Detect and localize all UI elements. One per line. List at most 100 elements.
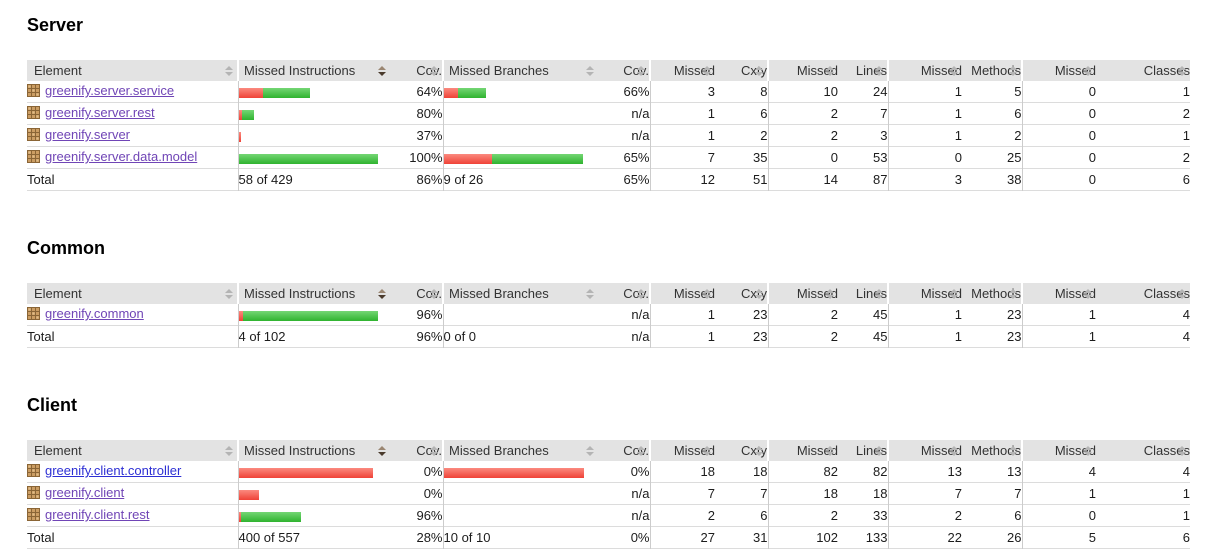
column-header-missed-instructions[interactable]: Missed Instructions bbox=[237, 283, 390, 304]
column-header-missed[interactable]: Missed bbox=[1021, 60, 1096, 81]
column-header-lines[interactable]: Lines bbox=[838, 60, 888, 81]
column-header-label: Missed Instructions bbox=[244, 286, 356, 301]
counter-cell: 18 bbox=[873, 486, 888, 501]
missed-branches-bar-cell bbox=[442, 461, 598, 483]
column-header-element[interactable]: Element bbox=[27, 440, 238, 461]
column-header-cxty[interactable]: Cxty bbox=[715, 283, 768, 304]
column-header-cov-[interactable]: Cov. bbox=[390, 60, 443, 81]
column-header-element[interactable]: Element bbox=[27, 60, 238, 81]
column-header-cov-[interactable]: Cov. bbox=[390, 440, 443, 461]
counter-cell: 1 bbox=[1182, 486, 1190, 501]
column-header-cov-[interactable]: Cov. bbox=[390, 283, 443, 304]
coverage-bar bbox=[239, 489, 259, 500]
package-link[interactable]: greenify.client bbox=[45, 485, 125, 500]
package-link[interactable]: greenify.server.rest bbox=[45, 105, 155, 120]
counter-cell: 45 bbox=[873, 307, 888, 322]
sort-icon bbox=[755, 288, 763, 299]
package-link[interactable]: greenify.common bbox=[45, 306, 144, 321]
column-header-methods[interactable]: Methods bbox=[962, 60, 1022, 81]
total-counter-cell: 1 bbox=[887, 325, 962, 348]
column-header-missed-branches[interactable]: Missed Branches bbox=[442, 60, 598, 81]
sort-up-arrow-icon bbox=[1009, 65, 1017, 70]
header-row: Element Missed Instructions Cov. Missed Bra… bbox=[27, 440, 1190, 461]
sort-down-arrow-icon bbox=[755, 451, 763, 456]
package-link[interactable]: greenify.server.data.model bbox=[45, 149, 198, 164]
sort-icon bbox=[430, 65, 438, 76]
sort-icon bbox=[1178, 445, 1186, 456]
package-link[interactable]: greenify.client.controller bbox=[45, 463, 182, 478]
sort-down-arrow-icon bbox=[378, 451, 386, 456]
package-link[interactable]: greenify.server.service bbox=[45, 83, 175, 98]
sort-down-arrow-icon bbox=[378, 71, 386, 76]
sort-icon bbox=[703, 65, 711, 76]
column-header-element[interactable]: Element bbox=[27, 283, 238, 304]
column-header-lines[interactable]: Lines bbox=[838, 440, 888, 461]
element-cell: greenify.server.rest bbox=[27, 103, 238, 125]
column-header-lines[interactable]: Lines bbox=[838, 283, 888, 304]
sort-desc-icon bbox=[378, 65, 386, 76]
counter-cell: 1 bbox=[649, 304, 715, 326]
package-icon bbox=[27, 150, 40, 166]
counter-cell: 4 bbox=[1021, 461, 1096, 483]
sort-down-arrow-icon bbox=[875, 71, 883, 76]
counter-cell: 0 bbox=[1021, 124, 1096, 147]
counter-cell: 2 bbox=[760, 128, 768, 143]
column-header-missed[interactable]: Missed bbox=[887, 283, 962, 304]
column-header-missed[interactable]: Missed bbox=[887, 440, 962, 461]
sort-down-arrow-icon bbox=[950, 451, 958, 456]
counter-cell: 1 bbox=[1182, 84, 1190, 99]
coverage-bar bbox=[444, 467, 584, 478]
table-row: greenify.client.rest 96% n/a 2 6 2 33 2 6 0 1 bbox=[27, 504, 1190, 527]
branch-coverage-cell: 65% bbox=[623, 150, 650, 165]
counter-cell: 7 bbox=[880, 106, 888, 121]
counter-cell: 7 bbox=[649, 146, 715, 169]
column-header-label: Missed Branches bbox=[449, 443, 549, 458]
covered-bar-segment bbox=[239, 153, 378, 164]
counter-cell: 23 bbox=[1007, 307, 1022, 322]
column-header-classes[interactable]: Classes bbox=[1096, 283, 1190, 304]
column-header-missed[interactable]: Missed bbox=[1021, 440, 1096, 461]
section-title: Client bbox=[27, 395, 78, 415]
column-header-cxty[interactable]: Cxty bbox=[715, 440, 768, 461]
column-header-missed[interactable]: Missed bbox=[1021, 283, 1096, 304]
column-header-classes[interactable]: Classes bbox=[1096, 60, 1190, 81]
element-cell: greenify.client bbox=[27, 483, 238, 505]
sort-up-arrow-icon bbox=[875, 445, 883, 450]
column-header-cxty[interactable]: Cxty bbox=[715, 60, 768, 81]
sort-icon bbox=[637, 445, 645, 456]
column-header-cov-[interactable]: Cov. bbox=[598, 440, 650, 461]
column-header-methods[interactable]: Methods bbox=[962, 440, 1022, 461]
missed-instructions-bar-cell bbox=[237, 304, 390, 326]
total-counter-cell: 1 bbox=[649, 325, 715, 348]
sort-up-arrow-icon bbox=[950, 445, 958, 450]
coverage-bar bbox=[239, 467, 373, 478]
column-header-cov-[interactable]: Cov. bbox=[598, 283, 650, 304]
column-header-missed-branches[interactable]: Missed Branches bbox=[442, 440, 598, 461]
column-header-missed[interactable]: Missed bbox=[767, 440, 838, 461]
column-header-missed[interactable]: Missed bbox=[767, 60, 838, 81]
package-link[interactable]: greenify.server bbox=[45, 127, 131, 142]
sort-up-arrow-icon bbox=[225, 65, 233, 70]
total-counter-cell: 23 bbox=[1007, 329, 1022, 344]
sort-up-arrow-icon bbox=[755, 445, 763, 450]
column-header-missed[interactable]: Missed bbox=[649, 440, 715, 461]
counter-cell: 2 bbox=[1014, 128, 1022, 143]
table-row: greenify.server.data.model 100% 65% 7 35 0 53 0… bbox=[27, 146, 1190, 169]
package-link[interactable]: greenify.client.rest bbox=[45, 507, 150, 522]
column-header-missed[interactable]: Missed bbox=[649, 283, 715, 304]
counter-cell: 10 bbox=[767, 81, 838, 103]
coverage-table: Element Missed Instructions Cov. Missed Bra… bbox=[27, 60, 1190, 191]
sort-down-arrow-icon bbox=[1009, 71, 1017, 76]
column-header-missed[interactable]: Missed bbox=[887, 60, 962, 81]
missed-bar-segment bbox=[239, 87, 263, 98]
column-header-missed[interactable]: Missed bbox=[767, 283, 838, 304]
column-header-methods[interactable]: Methods bbox=[962, 283, 1022, 304]
column-header-classes[interactable]: Classes bbox=[1096, 440, 1190, 461]
column-header-missed-instructions[interactable]: Missed Instructions bbox=[237, 440, 390, 461]
column-header-cov-[interactable]: Cov. bbox=[598, 60, 650, 81]
column-header-missed-instructions[interactable]: Missed Instructions bbox=[237, 60, 390, 81]
column-header-missed-branches[interactable]: Missed Branches bbox=[442, 283, 598, 304]
column-header-missed[interactable]: Missed bbox=[649, 60, 715, 81]
total-row: Total 58 of 429 86% 9 of 26 65% 12 51 14 87 3 38 0 6 bbox=[27, 168, 1190, 191]
missed-instructions-bar-cell bbox=[237, 102, 390, 125]
